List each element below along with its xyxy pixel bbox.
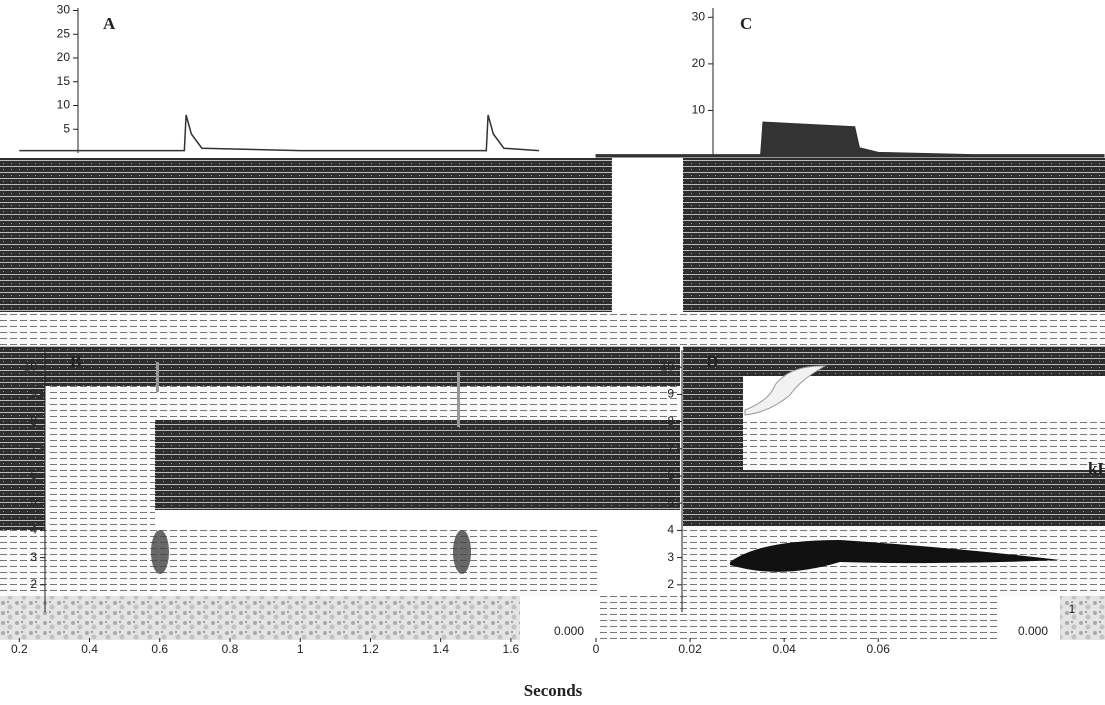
y-tick-label: 3	[30, 550, 37, 564]
y-tick-label: 4	[30, 523, 37, 537]
background-band	[155, 386, 680, 420]
y-tick-label: 10	[24, 359, 38, 373]
x-tick-label: 1.2	[362, 642, 379, 656]
y-tick-label: 5	[30, 495, 37, 509]
y-tick-label: 10	[57, 98, 71, 112]
y-tick-label: 5	[667, 495, 674, 509]
spectro-blob	[151, 530, 169, 574]
spectro-blob	[453, 530, 471, 574]
y-tick-label: 7	[30, 441, 37, 455]
y-tick-label: 20	[57, 50, 71, 64]
x-tick-label: 1	[297, 642, 304, 656]
background-band	[683, 376, 743, 526]
background-band	[743, 420, 1105, 470]
x-tick-label: 1.6	[503, 642, 520, 656]
background-band	[48, 386, 155, 531]
y-tick-label: 9	[667, 387, 674, 401]
figure: kHz Seconds 0.000 0.000 1 A51015202530B2…	[0, 0, 1105, 705]
y-axis-label: kHz	[1088, 459, 1105, 478]
annotation: 0.000	[1018, 624, 1048, 638]
background-band	[0, 530, 600, 596]
y-tick-label: 4	[667, 523, 674, 537]
waveform	[19, 115, 539, 151]
x-tick-label: 0.2	[11, 642, 28, 656]
annotation: 0.000	[554, 624, 584, 638]
background-band	[683, 346, 1105, 376]
x-tick-label: 0.06	[867, 642, 891, 656]
x-tick-label: 1.4	[432, 642, 449, 656]
background-band	[155, 420, 680, 510]
y-tick-label: 8	[30, 414, 37, 428]
noise-strip	[0, 596, 520, 640]
x-tick-label: 0.8	[222, 642, 239, 656]
y-tick-label: 25	[57, 26, 71, 40]
x-tick-label: 0.6	[151, 642, 168, 656]
x-axis-label: Seconds	[524, 681, 583, 700]
spectro-blob	[457, 372, 460, 427]
background-band	[0, 346, 680, 386]
y-tick-label: 9	[30, 387, 37, 401]
y-tick-label: 7	[667, 441, 674, 455]
y-tick-label: 5	[63, 121, 70, 135]
y-tick-label: 2	[30, 577, 37, 591]
y-tick-label: 6	[30, 468, 37, 482]
x-tick-label: 0	[593, 642, 600, 656]
background-band	[600, 596, 1000, 640]
y-tick-label: 30	[57, 3, 71, 17]
y-tick-label: 15	[57, 74, 71, 88]
background-band	[0, 312, 1105, 346]
panel-label: C	[740, 14, 752, 33]
y-tick-label: 2	[667, 577, 674, 591]
y-tick-label: 10	[692, 103, 706, 117]
y-tick-label: 3	[667, 550, 674, 564]
y-tick-label: 30	[692, 9, 706, 23]
background-band	[743, 470, 1105, 526]
y-tick-label: 6	[667, 468, 674, 482]
y-tick-label: 20	[692, 56, 706, 70]
noise-strip	[1060, 596, 1105, 640]
panel-label: D	[706, 352, 718, 371]
annotation: 1	[1069, 602, 1076, 616]
waveform	[596, 122, 1104, 157]
page: {"chart_data": [ {"type": "line", "title…	[0, 0, 1105, 705]
y-tick-label: 10	[661, 359, 675, 373]
y-tick-label: 8	[667, 414, 674, 428]
background-band	[683, 158, 1105, 312]
panel-label: A	[103, 14, 116, 33]
x-tick-label: 0.02	[678, 642, 702, 656]
x-tick-label: 0.04	[772, 642, 796, 656]
background-band	[0, 158, 612, 312]
x-tick-label: 0.4	[81, 642, 98, 656]
panel-label: B	[70, 352, 81, 371]
spectro-blob	[156, 362, 159, 392]
